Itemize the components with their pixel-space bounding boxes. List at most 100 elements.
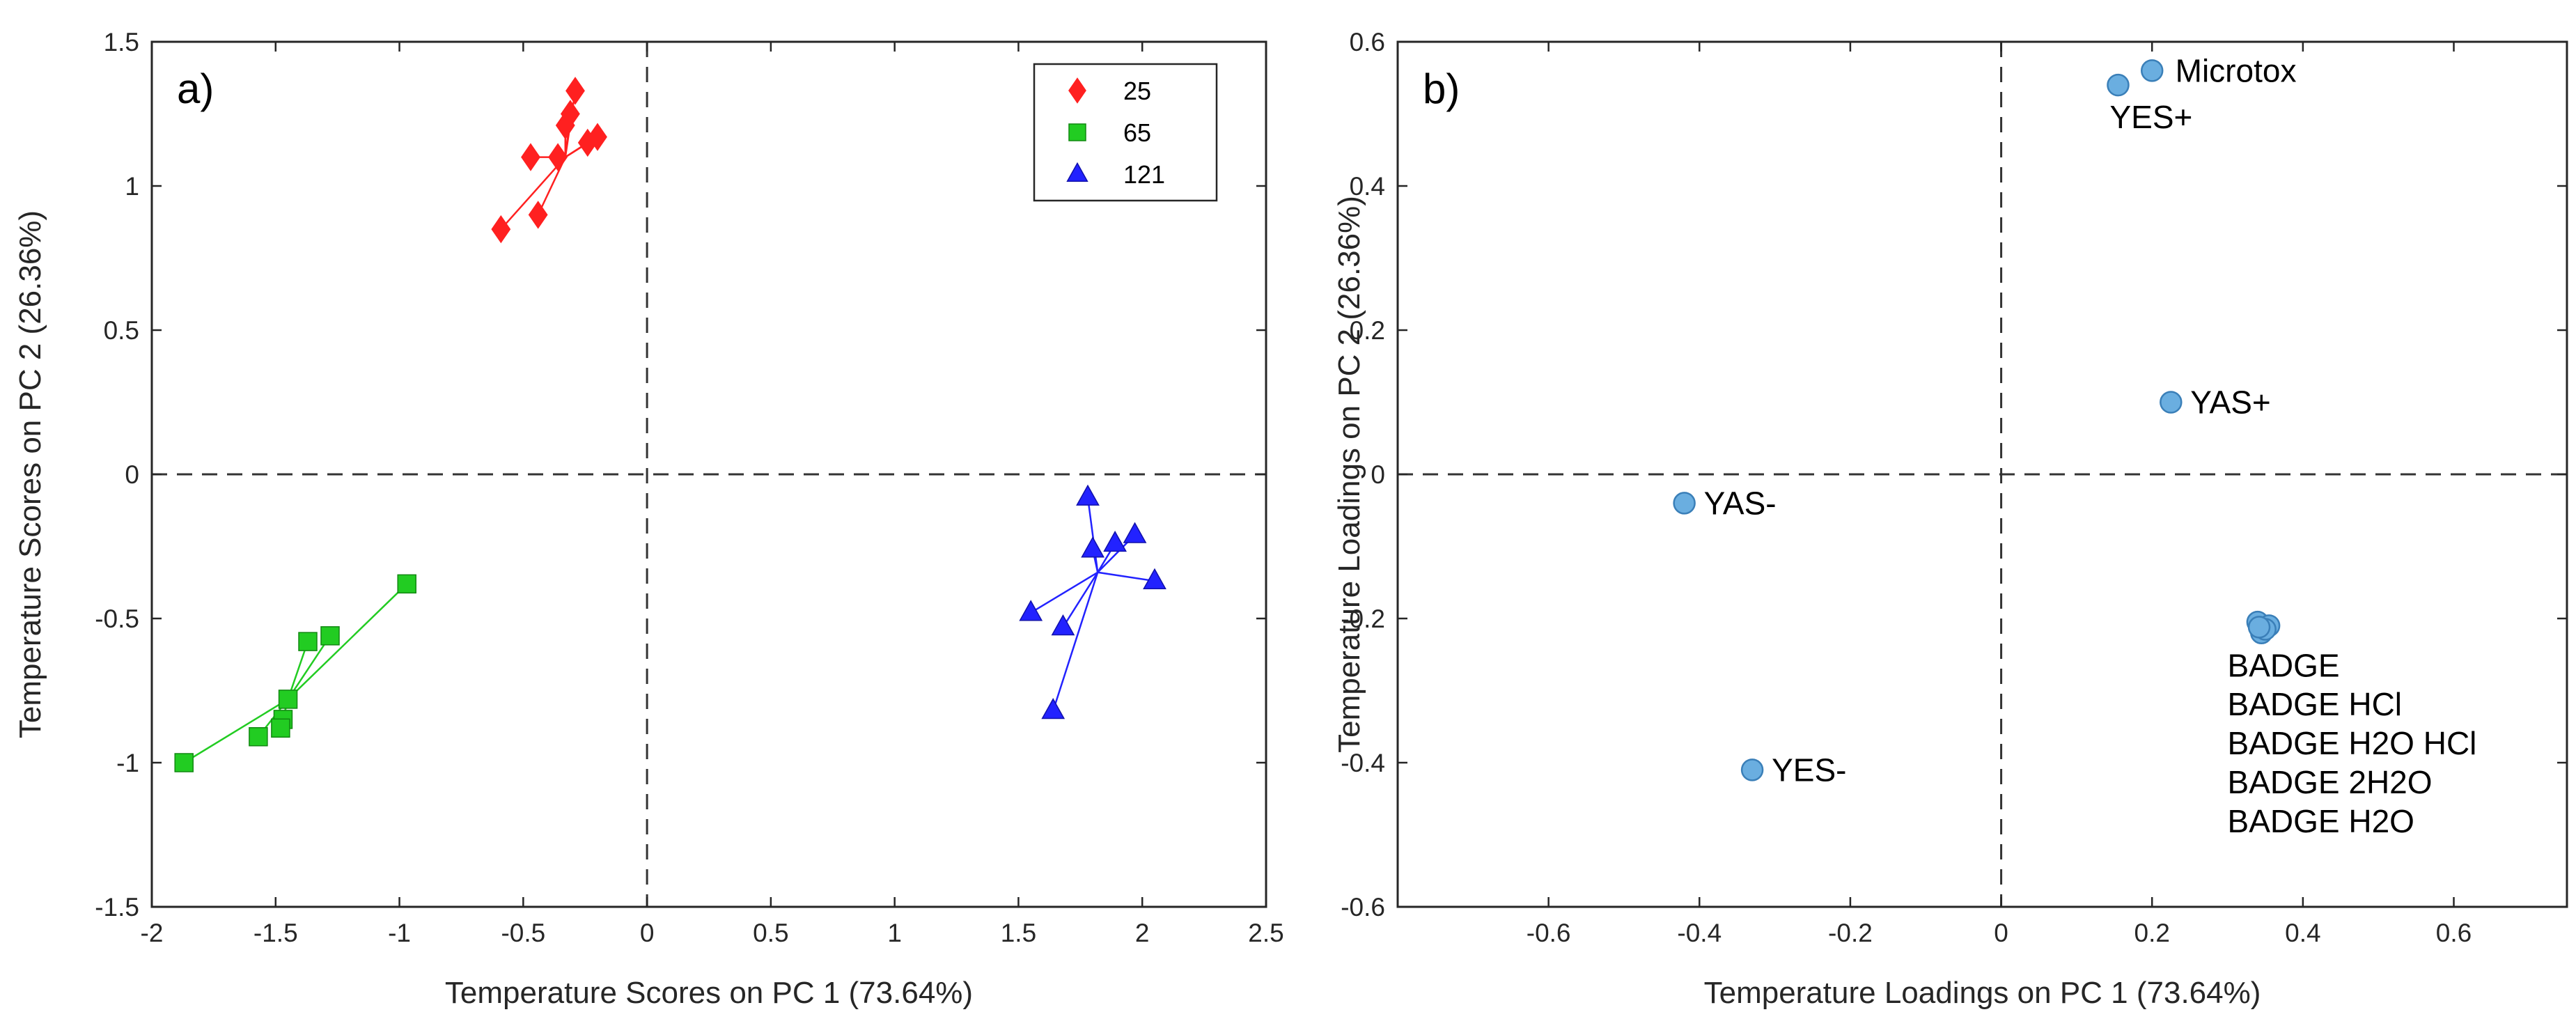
scores-y-tick-label: 1.5: [104, 28, 139, 56]
score-point-25: [555, 111, 575, 140]
scores-y-axis-label: Temperature Scores on PC 2 (26.36%): [13, 210, 47, 738]
scores-y-tick-label: -1: [116, 749, 139, 777]
score-point-121: [1041, 698, 1065, 719]
scores-x-tick-label: 1: [887, 919, 902, 947]
scores-x-tick-label: -1.5: [253, 919, 298, 947]
annotation-label: BADGE H2O: [2228, 803, 2414, 839]
scores-x-tick-label: -2: [141, 919, 164, 947]
score-point-65: [174, 753, 194, 772]
scores-x-tick-label: 0: [640, 919, 655, 947]
loadings-y-axis-label: Temperature Loadings on PC 2 (26.36%): [1332, 196, 1366, 753]
score-point-25: [548, 143, 568, 171]
loadings-x-tick-label: -0.2: [1828, 919, 1873, 947]
scores-y-tick-label: 0.5: [104, 316, 139, 345]
loadings-y-tick-label: -0.2: [1341, 605, 1385, 633]
score-point-121: [1143, 568, 1166, 589]
loadings-points: [1673, 59, 2281, 781]
scores-y-tick-label: 1: [125, 172, 139, 201]
loadings-x-tick-label: 0.6: [2436, 919, 2472, 947]
connector-line-121: [1052, 572, 1099, 711]
scores-x-tick-label: -0.5: [501, 919, 545, 947]
legend: 25 65 121: [1033, 63, 1218, 202]
connector-line-121: [1086, 497, 1099, 573]
annotation-label: BADGE H2O HCl: [2228, 725, 2477, 761]
loading-point: [1673, 492, 1696, 515]
loadings-y-tick-label: -0.6: [1341, 893, 1385, 921]
loading-point: [2107, 73, 2130, 97]
scores-x-tick-label: 0.5: [753, 919, 788, 947]
loadings-x-tick-label: -0.4: [1677, 919, 1722, 947]
loading-point: [1740, 758, 1764, 781]
scores-x-tick-label: 1.5: [1001, 919, 1036, 947]
connector-line-121: [1062, 572, 1099, 628]
score-point-121: [1123, 522, 1147, 543]
legend-marker-65: [1068, 123, 1086, 141]
score-point-65: [271, 718, 290, 738]
legend-entry-65: 65: [1123, 118, 1151, 147]
score-point-25: [577, 128, 598, 157]
score-point-65: [249, 726, 268, 747]
loadings-x-tick-label: 0: [1994, 919, 2008, 947]
loading-point: [2140, 59, 2164, 82]
scores-points: [174, 77, 1166, 772]
loadings-x-tick-label: 0.4: [2285, 919, 2320, 947]
score-point-121: [1076, 484, 1100, 506]
scores-y-tick-label: -0.5: [95, 605, 139, 633]
score-point-121: [1019, 600, 1043, 621]
score-point-25: [491, 215, 511, 244]
scores-plot-panel: -2 -1.5 -1 -0.5 0 0.5 1 1.5 2 2.5-1.5-1-0.500.511…: [13, 28, 1284, 1010]
score-point-25: [521, 143, 540, 171]
loadings-ticks: -0.6 -0.4 -0.2 0 0.2 0.4 0.6 -0.6 -0.4 -0.2 0 0.2 0.…: [1341, 28, 2567, 947]
legend-marker-121: [1066, 162, 1088, 182]
loadings-y-tick-label: 0.2: [1350, 316, 1385, 345]
score-point-25: [528, 201, 548, 229]
annotation-label: Microtox: [2176, 52, 2297, 88]
annotation-label: BADGE: [2228, 647, 2340, 683]
scores-y-tick-label: 0: [125, 460, 139, 489]
scores-x-tick-label: -1: [388, 919, 411, 947]
connector-line-65: [183, 698, 289, 764]
score-point-121: [1081, 536, 1104, 558]
score-point-65: [320, 626, 340, 646]
scores-connector-lines: [183, 91, 1155, 764]
legend-entry-121: 121: [1123, 160, 1165, 189]
score-point-65: [278, 690, 298, 709]
scores-x-tick-label: 2.5: [1248, 919, 1283, 947]
loadings-y-tick-label: 0.6: [1350, 28, 1385, 56]
score-point-65: [298, 632, 318, 651]
annotation-label: BADGE HCl: [2228, 686, 2402, 722]
legend-markers: [1066, 77, 1088, 182]
annotation-label: YES+: [2109, 99, 2192, 135]
score-point-121: [1051, 614, 1075, 636]
score-point-25: [565, 77, 585, 105]
scores-x-axis-label: Temperature Scores on PC 1 (73.64%): [445, 976, 973, 1010]
scores-ticks: -2 -1.5 -1 -0.5 0 0.5 1 1.5 2 2.5-1.5-1-0.500.511…: [95, 28, 1283, 947]
legend-marker-25: [1068, 77, 1086, 104]
connector-line-65: [287, 583, 408, 700]
loadings-x-tick-label: -0.6: [1527, 919, 1571, 947]
connector-line-65: [287, 641, 309, 700]
annotation-label: YAS-: [1704, 485, 1777, 521]
loading-point: [2160, 391, 2183, 414]
panel-label-b: b): [1423, 65, 1460, 112]
loadings-y-tick-label: 0.4: [1350, 172, 1385, 201]
annotation-label: BADGE 2H2O: [2228, 764, 2433, 800]
connector-line-25: [500, 156, 566, 230]
connector-line-121: [1098, 571, 1155, 582]
loadings-x-axis-label: Temperature Loadings on PC 1 (73.64%): [1704, 976, 2261, 1010]
legend-box: [1033, 63, 1218, 202]
loadings-y-tick-label: -0.4: [1341, 749, 1385, 777]
loadings-y-tick-label: 0: [1371, 460, 1385, 489]
score-point-65: [397, 574, 416, 594]
loading-point: [2247, 616, 2271, 639]
annotation-label: YES-: [1772, 752, 1846, 788]
score-point-121: [1103, 530, 1127, 552]
scores-y-tick-label: -1.5: [95, 893, 139, 921]
legend-entry-25: 25: [1123, 77, 1151, 105]
scores-x-tick-label: 2: [1135, 919, 1150, 947]
loadings-reference-lines: [1398, 42, 2567, 907]
connector-line-65: [287, 635, 331, 700]
connector-line-121: [1030, 571, 1098, 614]
